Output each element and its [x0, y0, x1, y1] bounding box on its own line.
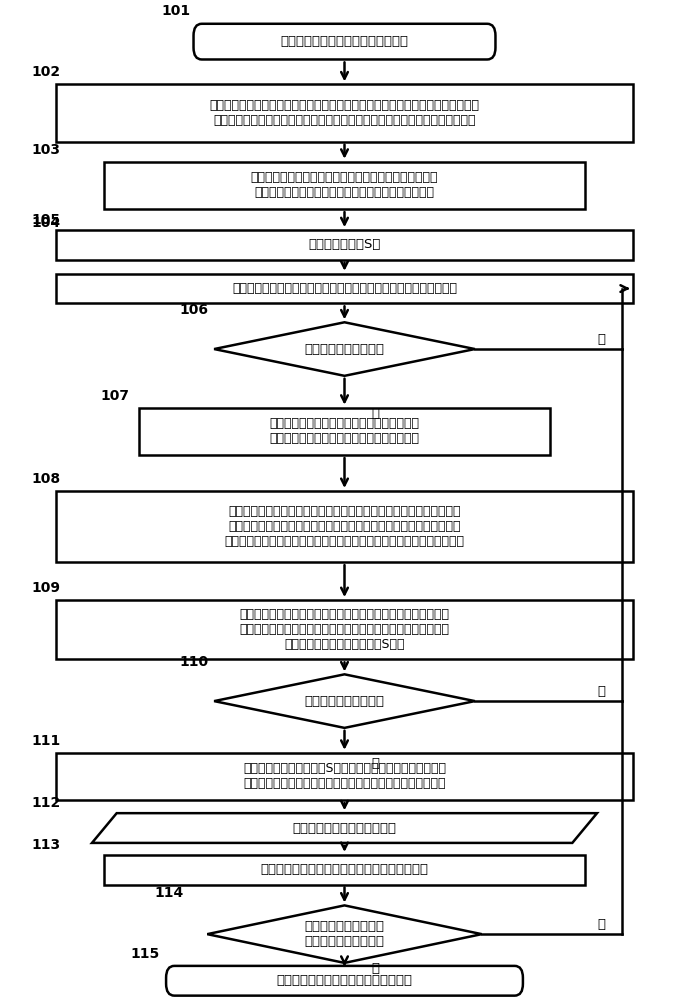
Text: 否: 否 — [598, 918, 606, 931]
Text: 输入框或应用程序是否
关闭或转为失活状态。: 输入框或应用程序是否 关闭或转为失活状态。 — [305, 920, 384, 948]
Text: 111: 111 — [32, 734, 61, 748]
Polygon shape — [214, 674, 475, 728]
Bar — [56, 84, 633, 142]
Text: 输入结束，停止侦测，关闭相应模块。: 输入结束，停止侦测，关闭相应模块。 — [276, 974, 413, 987]
Text: 112: 112 — [32, 796, 61, 810]
Text: 102: 102 — [32, 65, 61, 79]
FancyBboxPatch shape — [194, 24, 495, 59]
Bar — [104, 855, 585, 885]
Bar — [56, 274, 633, 303]
Text: 通过增强现实技术将虚拟键盘叠加到真实场景中，对是否
让操作者通过视觉感知到该虚拟键盘的存在不做要求。: 通过增强现实技术将虚拟键盘叠加到真实场景中，对是否 让操作者通过视觉感知到该虚拟… — [251, 171, 438, 199]
Text: 是: 是 — [371, 407, 380, 420]
Bar — [56, 600, 633, 659]
Text: 是否有结束输入动作？: 是否有结束输入动作？ — [305, 695, 384, 708]
Text: 115: 115 — [131, 947, 160, 961]
Text: 103: 103 — [32, 143, 61, 157]
Text: 106: 106 — [179, 303, 208, 317]
Text: 104: 104 — [32, 216, 61, 230]
Text: 否: 否 — [598, 685, 606, 698]
Text: 初始化二维数组S。: 初始化二维数组S。 — [308, 238, 381, 251]
Text: 是: 是 — [371, 757, 380, 770]
Text: 107: 107 — [100, 389, 129, 403]
Text: 根据手指的空间坐标变化识别出操作者意图击
键的那个手指，并获得那根手指的击键位置。: 根据手指的空间坐标变化识别出操作者意图击 键的那个手指，并获得那根手指的击键位置… — [269, 417, 420, 445]
Polygon shape — [207, 905, 482, 963]
FancyBboxPatch shape — [166, 966, 523, 996]
Text: 分析模块根据侦测模块捕获的定位键盘动作的数据来确定虚拟键盘在真实场景中的
摆放位置和摆放角度，或根据预先设置来确定虚拟键盘的摆放位置和摆放角度。: 分析模块根据侦测模块捕获的定位键盘动作的数据来确定虚拟键盘在真实场景中的 摆放位… — [209, 99, 480, 127]
Bar — [104, 162, 585, 209]
Text: 根据排序规则和二维数组S来分析出文字组合、命令，并列出
选项供操作者选择确认，对是否结合输入法来分析不做要求。: 根据排序规则和二维数组S来分析出文字组合、命令，并列出 选项供操作者选择确认，对… — [243, 762, 446, 790]
Bar — [56, 491, 633, 562]
Text: 是否有模拟击键动作？: 是否有模拟击键动作？ — [305, 343, 384, 356]
Text: 激活输入框或打开程序，等待输入。: 激活输入框或打开程序，等待输入。 — [280, 35, 409, 48]
Text: 105: 105 — [32, 213, 61, 227]
Text: 根据意图击键的那根手指的击键位置来调整虚拟键盘的位置，使虚拟键
盘自动贴合到该击键位置上；或使虚拟键盘自动调整后放置在手指下方
的位置，以便做出模拟击键动作的那: 根据意图击键的那根手指的击键位置来调整虚拟键盘的位置，使虚拟键 盘自动贴合到该击… — [225, 505, 464, 548]
Text: 109: 109 — [32, 581, 61, 595]
Text: 101: 101 — [162, 4, 191, 18]
Polygon shape — [214, 322, 475, 376]
Text: 113: 113 — [32, 838, 61, 852]
Polygon shape — [92, 813, 597, 843]
Text: 否: 否 — [598, 333, 606, 346]
Text: 114: 114 — [155, 886, 184, 900]
Bar — [56, 753, 633, 800]
Text: 计算出在虚拟键盘所在平面中模拟击键位置与虚拟键盘上的一个
或多个符合某种规则的键中心位置之间的距离，并将该距离的值
作为数组元素添加至二维数组S中。: 计算出在虚拟键盘所在平面中模拟击键位置与虚拟键盘上的一个 或多个符合某种规则的键… — [240, 608, 449, 651]
Text: 操作者选择确认输入的选项。: 操作者选择确认输入的选项。 — [293, 822, 396, 835]
Text: 108: 108 — [32, 472, 61, 486]
Text: 是: 是 — [371, 962, 380, 975]
Text: 将确认的输入结果传输给操作系统或应用程序。: 将确认的输入结果传输给操作系统或应用程序。 — [260, 863, 429, 876]
Bar — [138, 408, 551, 455]
Bar — [56, 230, 633, 260]
Text: 侦测模块侦测捕获操作者手势动作，并由分析模块进行识别和分析。: 侦测模块侦测捕获操作者手势动作，并由分析模块进行识别和分析。 — [232, 282, 457, 295]
Text: 110: 110 — [179, 655, 208, 669]
